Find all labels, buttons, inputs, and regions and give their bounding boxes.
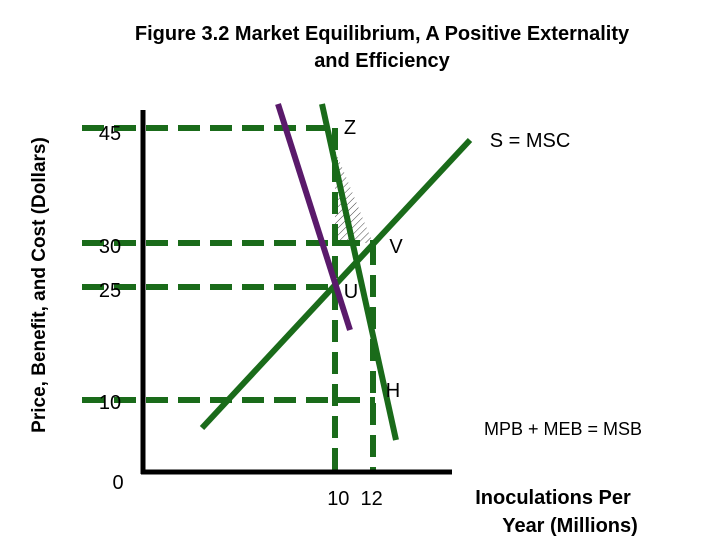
quantity-labels: 10 12: [327, 488, 383, 510]
guide-lines: [82, 125, 376, 472]
price-label: 0: [112, 472, 123, 494]
price-label: 25: [99, 280, 121, 302]
title-line: Figure 3.2 Market Equilibrium, A Positiv…: [135, 23, 630, 45]
point-label: U: [344, 281, 358, 303]
curve-label: S = MSC: [490, 130, 571, 152]
y-axis-label: Price, Benefit, and Cost (Dollars): [29, 137, 50, 433]
title-line: and Efficiency: [314, 50, 450, 72]
mpb-curve: [275, 103, 353, 331]
point-label: H: [386, 380, 400, 402]
price-label: 10: [99, 392, 121, 414]
curve-label: MPB + MEB = MSB: [484, 419, 642, 439]
x-axis-label: Year (Millions): [502, 515, 638, 537]
price-label: 30: [99, 236, 121, 258]
point-label: V: [389, 236, 403, 258]
price-label: 45: [99, 123, 121, 145]
x-axis-label: Inoculations Per: [475, 487, 631, 509]
point-label: Z: [344, 117, 356, 139]
msb-curve: [319, 103, 399, 441]
